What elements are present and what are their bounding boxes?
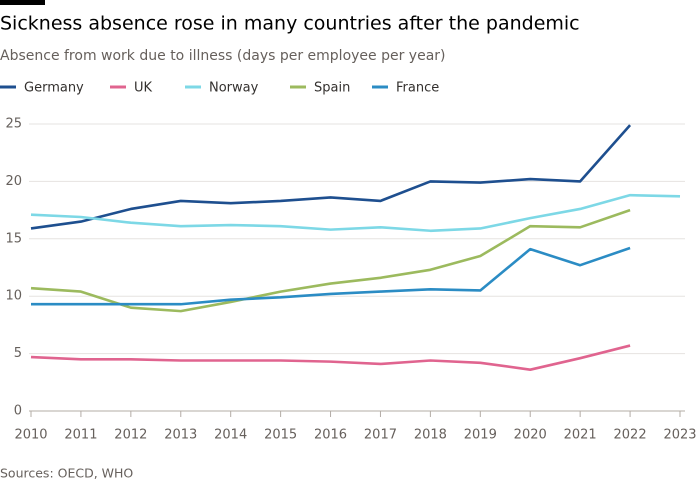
y-tick-label: 10 — [5, 289, 22, 304]
legend-label: France — [396, 81, 439, 96]
x-tick-label: 2014 — [214, 428, 247, 443]
chart-subtitle: Absence from work due to illness (days p… — [0, 48, 446, 64]
x-tick-label: 2017 — [364, 428, 397, 443]
chart-title: Sickness absence rose in many countries … — [0, 13, 580, 35]
series-line — [30, 124, 632, 230]
series-line — [30, 193, 681, 233]
x-tick-label: 2020 — [514, 428, 547, 443]
y-tick-label: 20 — [5, 174, 22, 189]
y-tick-label: 25 — [5, 117, 22, 132]
x-tick-label: 2016 — [314, 428, 347, 443]
x-tick-label: 2015 — [264, 428, 297, 443]
x-tick-label: 2012 — [114, 428, 147, 443]
x-tick-label: 2023 — [663, 428, 696, 443]
x-tick-label: 2018 — [414, 428, 447, 443]
legend-label: Germany — [24, 81, 84, 96]
series-line — [31, 246, 631, 306]
series-line — [30, 344, 631, 371]
brand-bar — [0, 0, 45, 5]
x-tick-label: 2013 — [164, 428, 197, 443]
series-line — [30, 208, 631, 313]
x-tick-label: 2021 — [564, 428, 597, 443]
x-tick-label: 2019 — [464, 428, 497, 443]
legend-label: UK — [134, 81, 153, 96]
x-tick-label: 2022 — [614, 428, 647, 443]
legend-label: Norway — [209, 81, 259, 96]
x-tick-label: 2011 — [64, 428, 97, 443]
legend-label: Spain — [314, 81, 350, 96]
y-tick-label: 0 — [14, 404, 22, 419]
x-tick-label: 2010 — [14, 428, 47, 443]
y-tick-label: 5 — [14, 346, 22, 361]
y-tick-label: 15 — [5, 231, 22, 246]
source: Sources: OECD, WHO — [0, 466, 133, 481]
